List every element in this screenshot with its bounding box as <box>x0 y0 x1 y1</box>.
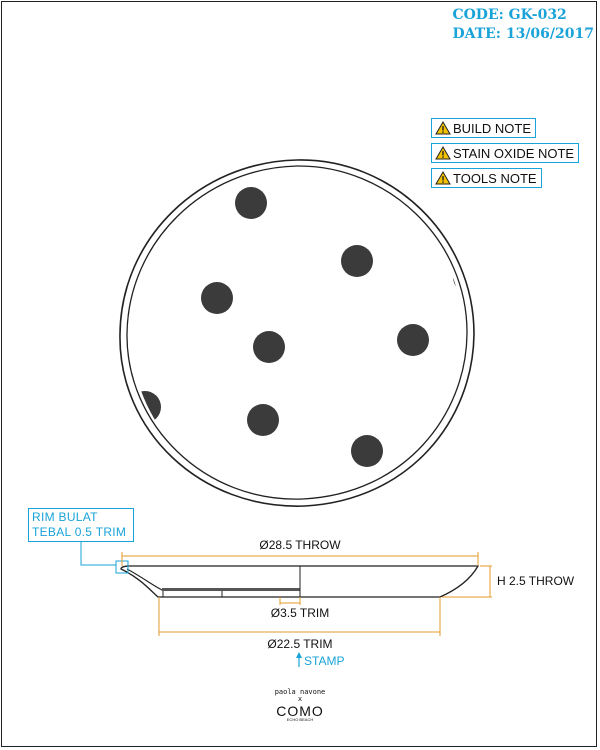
logo-echo-beach: ECHO BEACH <box>287 717 314 722</box>
tools-note-button[interactable]: TOOLS NOTE <box>431 168 542 188</box>
glaze-dot <box>201 282 233 314</box>
glaze-dot <box>341 245 373 277</box>
glaze-dot <box>253 331 285 363</box>
profile-section-fill <box>162 588 300 591</box>
glaze-dot <box>235 187 267 219</box>
warning-icon <box>435 171 451 185</box>
glaze-dots <box>131 187 463 467</box>
plate-side-profile <box>115 560 480 598</box>
foot-trim-label: Ø3.5 TRIM <box>271 606 329 620</box>
dim-foot-trim: Ø3.5 TRIM <box>271 597 329 620</box>
stamp-label: STAMP <box>304 654 344 668</box>
tools-note-label: TOOLS NOTE <box>453 170 537 186</box>
profile-outline <box>120 565 480 598</box>
build-note-button[interactable]: BUILD NOTE <box>431 118 537 138</box>
diameter-throw-label: Ø28.5 THROW <box>259 538 341 552</box>
plate-top-view <box>119 159 475 507</box>
logo-como: COMO <box>276 703 324 719</box>
plate-outer-rim <box>119 159 475 507</box>
brand-logo: paola navone x COMO ECHO BEACH <box>275 688 326 722</box>
base-trim-label: Ø22.5 TRIM <box>267 637 332 651</box>
glaze-dot <box>351 435 383 467</box>
profile-inner-wall <box>126 568 300 591</box>
warning-icon <box>435 121 451 135</box>
rim-callout: RIM BULAT TEBAL 0.5 TRIM <box>28 508 134 542</box>
stain-oxide-note-button[interactable]: STAIN OXIDE NOTE <box>431 143 580 163</box>
date-label: DATE: 13/06/2017 <box>452 26 594 42</box>
dim-base-trim: Ø22.5 TRIM <box>158 597 441 651</box>
logo-x: x <box>298 695 302 703</box>
plate-inner-rim <box>126 165 468 500</box>
rim-callout-leader <box>80 541 116 566</box>
notes-list: BUILD NOTE STAIN OXIDE NOTE TOOLS NOTE <box>431 118 591 193</box>
glaze-dot <box>397 324 429 356</box>
stamp-marker: STAMP <box>296 652 344 668</box>
title-block: CODE: GK-032 DATE: 13/06/2017 <box>452 6 594 44</box>
rim-callout-line2: TEBAL 0.5 TRIM <box>32 525 127 539</box>
warning-icon <box>435 146 451 160</box>
stain-oxide-note-label: STAIN OXIDE NOTE <box>453 145 575 161</box>
dim-height-throw: H 2.5 THROW <box>442 565 575 598</box>
rim-callout-line1: RIM BULAT <box>32 510 98 524</box>
logo-designer: paola navone <box>275 688 326 696</box>
dim-diameter-throw: Ø28.5 THROW <box>121 538 479 566</box>
build-note-label: BUILD NOTE <box>453 120 532 136</box>
code-label: CODE: GK-032 <box>452 7 567 23</box>
glaze-dot <box>247 404 279 436</box>
height-throw-label: H 2.5 THROW <box>497 574 575 588</box>
glaze-dot <box>131 391 161 423</box>
